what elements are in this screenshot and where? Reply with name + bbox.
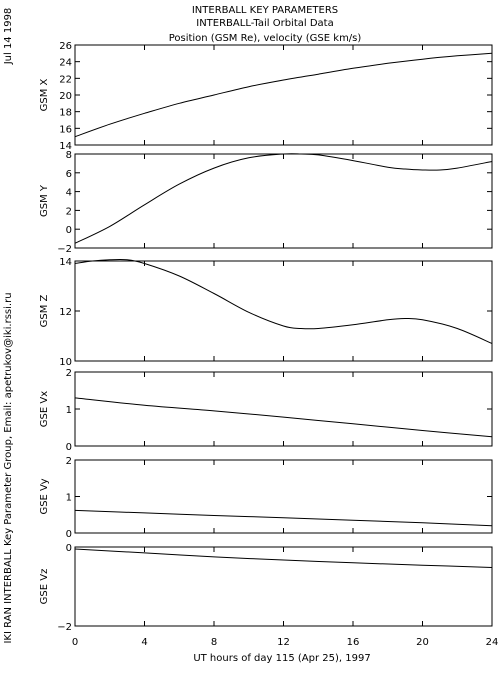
y-tick-label: 4 bbox=[66, 188, 72, 199]
y-tick-label: 2 bbox=[66, 206, 72, 217]
y-tick-label: 2 bbox=[66, 456, 72, 467]
x-axis-label: UT hours of day 115 (Apr 25), 1997 bbox=[193, 653, 370, 664]
header-line-2: INTERBALL-Tail Orbital Data bbox=[196, 18, 333, 29]
y-axis-label: GSE Vz bbox=[39, 569, 50, 605]
y-tick-label: 0 bbox=[66, 225, 72, 236]
y-tick-label: 0 bbox=[66, 543, 72, 554]
y-axis-label: GSE Vy bbox=[39, 478, 50, 514]
y-axis-label: GSM Y bbox=[39, 184, 50, 217]
y-axis-label: GSE Vx bbox=[39, 391, 50, 427]
y-axis-label: GSM Z bbox=[39, 294, 50, 327]
x-tick-label: 12 bbox=[277, 637, 290, 648]
y-tick-label: 20 bbox=[59, 91, 72, 102]
y-tick-label: 0 bbox=[66, 442, 72, 453]
y-tick-label: 2 bbox=[66, 368, 72, 379]
header-line-3: Position (GSM Re), velocity (GSE km/s) bbox=[169, 33, 362, 44]
x-tick-label: 4 bbox=[141, 637, 147, 648]
y-tick-label: 22 bbox=[59, 74, 72, 85]
x-tick-label: 16 bbox=[347, 637, 360, 648]
panel-frame bbox=[74, 44, 493, 146]
series-line bbox=[74, 153, 493, 244]
x-tick-label: 0 bbox=[72, 637, 78, 648]
y-tick-label: 24 bbox=[59, 58, 72, 69]
x-tick-label: 20 bbox=[416, 637, 429, 648]
y-axis-label: GSM X bbox=[39, 78, 50, 111]
panel-frame bbox=[74, 459, 493, 534]
x-tick-label: 8 bbox=[211, 637, 217, 648]
series-line bbox=[74, 509, 493, 527]
series-line bbox=[74, 258, 493, 344]
y-tick-label: 6 bbox=[66, 169, 72, 180]
y-tick-label: 8 bbox=[66, 150, 72, 161]
header-line-1: INTERBALL KEY PARAMETERS bbox=[192, 5, 338, 16]
x-tick-label: 24 bbox=[486, 637, 499, 648]
y-tick-label: 18 bbox=[59, 108, 72, 119]
y-tick-label: 14 bbox=[59, 141, 72, 152]
panel-frame bbox=[74, 546, 493, 627]
panel-frame bbox=[74, 371, 493, 447]
y-tick-label: 10 bbox=[59, 357, 72, 368]
y-tick-label: 1 bbox=[66, 405, 72, 416]
y-tick-label: 14 bbox=[59, 257, 72, 268]
y-tick-label: −2 bbox=[57, 622, 72, 633]
series-line bbox=[74, 397, 493, 438]
date-stamp: Jul 14 1998 bbox=[3, 8, 14, 66]
y-tick-label: 0 bbox=[66, 529, 72, 540]
credit-text: IKI RAN INTERBALL Key Parameter Group, E… bbox=[3, 292, 14, 643]
y-tick-label: −2 bbox=[57, 244, 72, 255]
series-line bbox=[74, 548, 493, 568]
y-tick-label: 26 bbox=[59, 41, 72, 52]
y-tick-label: 16 bbox=[59, 124, 72, 135]
panel-frame bbox=[74, 260, 493, 362]
y-tick-label: 12 bbox=[59, 307, 72, 318]
panel-frame bbox=[74, 153, 493, 249]
series-line bbox=[74, 52, 493, 138]
y-tick-label: 1 bbox=[66, 493, 72, 504]
